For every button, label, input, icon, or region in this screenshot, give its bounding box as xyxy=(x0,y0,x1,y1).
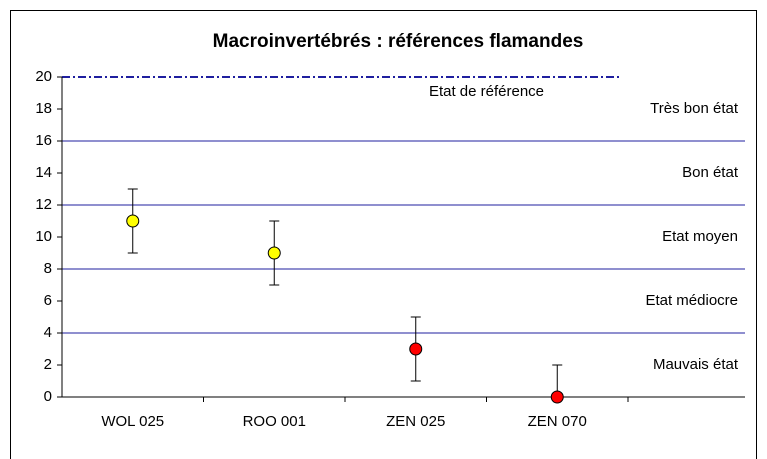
y-tick-label: 8 xyxy=(44,260,52,277)
y-tick-label: 16 xyxy=(35,132,52,149)
zone-label: Mauvais état xyxy=(653,356,739,373)
y-tick-label: 4 xyxy=(44,324,52,341)
point xyxy=(126,214,140,228)
y-tick-label: 0 xyxy=(44,388,52,405)
y-tick-label: 10 xyxy=(35,228,52,245)
x-tick-label: WOL 025 xyxy=(101,413,164,430)
y-tick-label: 20 xyxy=(35,68,52,85)
point xyxy=(409,342,423,356)
chart-title: Macroinvertébrés : références flamandes xyxy=(213,31,584,52)
y-tick-label: 2 xyxy=(44,356,52,373)
reference-label: Etat de référence xyxy=(429,83,544,100)
y-tick-label: 12 xyxy=(35,196,52,213)
x-tick-label: ROO 001 xyxy=(243,413,306,430)
point xyxy=(550,390,564,404)
zone-label: Bon état xyxy=(682,164,739,181)
plot-area xyxy=(127,188,563,398)
x-tick-label: ZEN 025 xyxy=(386,413,445,430)
y-tick-label: 14 xyxy=(35,164,52,181)
y-tick-label: 18 xyxy=(35,100,52,117)
zone-label: Etat moyen xyxy=(662,228,738,245)
point xyxy=(267,246,281,260)
y-tick-label: 6 xyxy=(44,292,52,309)
zone-label: Etat médiocre xyxy=(645,292,738,309)
x-tick-label: ZEN 070 xyxy=(528,413,587,430)
zone-label: Très bon état xyxy=(650,100,739,117)
chart-border xyxy=(10,10,757,459)
